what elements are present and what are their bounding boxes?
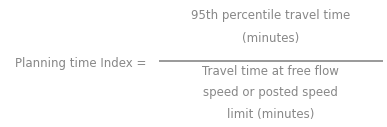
Text: 95th percentile travel time: 95th percentile travel time — [191, 9, 351, 22]
Text: limit (minutes): limit (minutes) — [227, 108, 315, 121]
Text: Planning time Index =: Planning time Index = — [15, 57, 147, 70]
Text: (minutes): (minutes) — [242, 32, 300, 45]
Text: speed or posted speed: speed or posted speed — [204, 86, 338, 99]
Text: Travel time at free flow: Travel time at free flow — [202, 65, 339, 78]
